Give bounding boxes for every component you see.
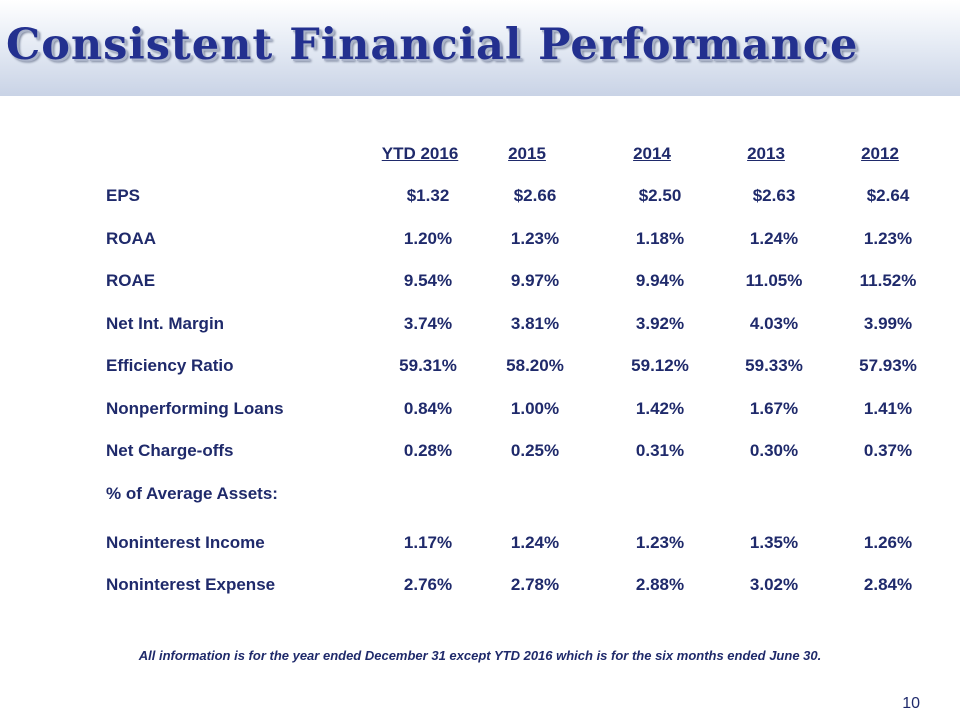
table-cell: 9.97% [510,271,560,290]
table-cell: 9.54% [403,271,453,290]
row-label: Net Int. Margin [106,314,225,333]
column-header: 2012 [861,144,899,163]
row-label: % of Average Assets: [106,484,278,503]
table-cell: 9.94% [635,271,685,290]
title-band [0,0,960,96]
table-cell: 58.20% [506,356,564,375]
footnote: All information is for the year ended De… [138,648,822,663]
table-cell: 2.88% [635,575,685,594]
table-cell: 1.23% [635,533,685,552]
column-header: 2015 [508,144,546,163]
table-cell: 0.31% [635,441,685,460]
table-cell: 3.92% [635,314,685,333]
row-label: Noninterest Income [106,533,265,552]
table-cell: 3.02% [749,575,799,594]
table-cell: 1.26% [863,533,913,552]
table-cell: 11.52% [859,271,917,290]
table-cell: 2.84% [863,575,913,594]
column-header: 2014 [633,144,671,163]
table-cell: 1.24% [749,229,799,248]
row-label: EPS [106,186,141,205]
table-cell: $2.63 [752,186,796,205]
table-cell: 0.84% [403,399,453,418]
page-number: 10 [902,695,920,712]
table-cell: 59.12% [631,356,689,375]
row-label: Noninterest Expense [106,575,276,594]
table-cell: 3.74% [403,314,453,333]
table-cell: 59.33% [745,356,803,375]
table-cell: 1.23% [863,229,913,248]
column-header: 2013 [747,144,785,163]
row-label: ROAE [106,271,156,290]
table-cell: 0.37% [863,441,913,460]
row-label: Efficiency Ratio [106,356,234,375]
table-cell: 1.17% [403,533,453,552]
table-cell: $2.64 [866,186,910,205]
table-cell: $1.32 [406,186,450,205]
row-label: Nonperforming Loans [106,399,284,418]
slide-title: Consistent Financial Performance [6,20,859,70]
row-label: ROAA [106,229,157,248]
table-cell: 2.78% [510,575,560,594]
table-cell: 11.05% [745,271,803,290]
table-cell: 3.99% [863,314,913,333]
table-cell: 59.31% [399,356,457,375]
table-cell: 1.24% [510,533,560,552]
table-cell: $2.50 [638,186,682,205]
table-cell: 57.93% [859,356,917,375]
table-cell: 1.23% [510,229,560,248]
table-cell: 1.67% [749,399,799,418]
column-header: YTD 2016 [381,144,459,163]
table-cell: 0.28% [403,441,453,460]
table-cell: 4.03% [749,314,799,333]
table-cell: $2.66 [513,186,557,205]
table-cell: 1.20% [403,229,453,248]
table-cell: 1.00% [510,399,560,418]
row-label: Net Charge-offs [106,441,234,460]
table-cell: 1.42% [635,399,685,418]
table-cell: 1.35% [749,533,799,552]
table-cell: 1.18% [635,229,685,248]
table-cell: 1.41% [863,399,913,418]
table-cell: 0.30% [749,441,799,460]
table-cell: 2.76% [403,575,453,594]
table-cell: 3.81% [510,314,560,333]
table-cell: 0.25% [510,441,560,460]
